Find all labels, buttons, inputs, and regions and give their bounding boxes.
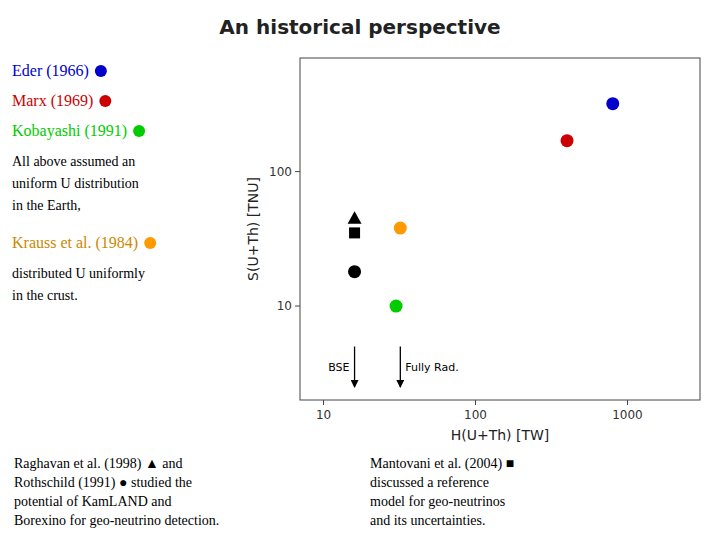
x-axis-label: H(U+Th) [TW]	[451, 427, 550, 443]
note-text: in the Earth,	[12, 198, 81, 213]
scatter-point	[390, 300, 403, 313]
footnote: and its uncertainties.	[370, 513, 485, 528]
footnote: Rothschild (1991) ● studied the	[14, 475, 192, 491]
scatter-point	[349, 227, 360, 238]
x-tick	[323, 400, 324, 405]
note-text: uniform U distribution	[12, 176, 139, 191]
footnote: Borexino for geo-neutrino detection.	[14, 513, 219, 528]
footnote: model for geo-neutrinos	[370, 494, 505, 509]
footnote: discussed a reference	[370, 475, 489, 490]
note-dot	[99, 95, 111, 107]
x-tick-label: 10	[316, 408, 331, 422]
y-axis-label: S(U+Th) [TNU]	[245, 177, 261, 281]
footnote: Raghavan et al. (1998) ▲ and	[14, 456, 183, 472]
footnote: potential of KamLAND and	[14, 494, 171, 509]
note-text: in the crust.	[12, 288, 78, 303]
annotation-label: Fully Rad.	[405, 361, 458, 374]
y-tick-label: 10	[277, 299, 292, 313]
y-tick	[295, 171, 300, 172]
footnote: Mantovani et al. (2004) ■	[370, 456, 514, 472]
note-text: Eder (1966)	[12, 62, 89, 80]
annotation-arrow	[354, 347, 355, 387]
y-tick	[295, 306, 300, 307]
scatter-point	[348, 265, 361, 278]
annotation-label: BSE	[328, 361, 349, 374]
x-tick	[627, 400, 628, 405]
note-text: All above assumed an	[12, 154, 135, 169]
scatter-point	[606, 97, 619, 110]
x-tick-label: 1000	[612, 408, 643, 422]
annotation-arrow	[400, 347, 401, 387]
plot-marks	[348, 97, 620, 387]
note-text: distributed U uniformly	[12, 266, 145, 281]
scatter-point	[394, 222, 407, 235]
note-dot	[95, 65, 107, 77]
scatter-point	[561, 134, 574, 147]
x-tick	[475, 400, 476, 405]
y-tick-label: 100	[269, 165, 292, 179]
title: An historical perspective	[219, 15, 500, 39]
note-dot	[133, 125, 145, 137]
plot-frame	[300, 58, 700, 400]
chart: An historical perspective 10 100 1000 10 100 H…	[0, 0, 720, 540]
note-dot	[144, 237, 156, 249]
note-text: Krauss et al. (1984)	[12, 234, 138, 252]
note-text: Kobayashi (1991)	[12, 122, 127, 140]
x-tick-label: 100	[464, 408, 487, 422]
note-text: Marx (1969)	[12, 92, 93, 110]
scatter-point	[348, 211, 362, 224]
